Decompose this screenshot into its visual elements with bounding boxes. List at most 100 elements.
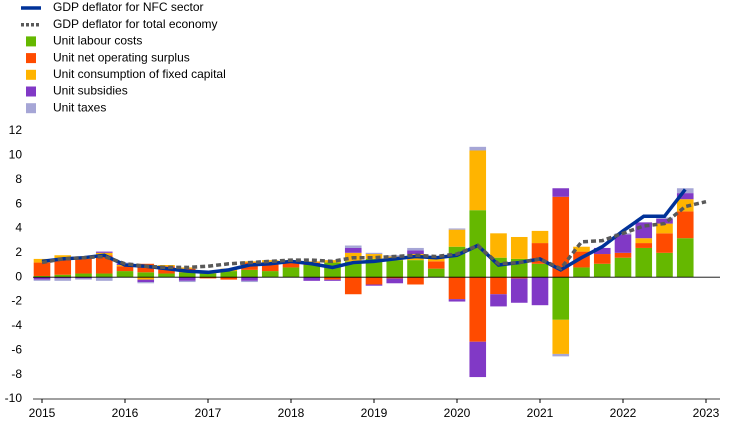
bar: [54, 278, 72, 281]
bar: [324, 279, 341, 281]
x-tick-label: 2022: [610, 406, 637, 420]
bar: [552, 188, 570, 197]
bar: [303, 261, 321, 263]
line: [41, 199, 707, 271]
bar: [261, 271, 279, 278]
bar: [95, 277, 113, 281]
bar: [33, 277, 51, 280]
x-tick-label: 2021: [527, 406, 554, 420]
x-tick-label: 2016: [112, 406, 139, 420]
bar: [178, 280, 196, 283]
bar: [75, 258, 92, 274]
legend-label: Unit taxes: [53, 100, 106, 114]
legend-label: GDP deflator for total economy: [53, 17, 218, 31]
bar: [54, 274, 72, 278]
bar: [593, 263, 611, 278]
bar: [656, 233, 673, 253]
bar: [95, 273, 113, 278]
bar: [573, 246, 590, 252]
bar: [552, 353, 570, 357]
bar: [33, 279, 51, 281]
legend-label: GDP deflator for NFC sector: [53, 0, 204, 14]
bar: [261, 260, 279, 263]
x-tick-label: 2018: [278, 406, 305, 420]
bar: [490, 277, 507, 295]
bar: [282, 267, 300, 278]
legend-label: Unit subsidies: [53, 84, 128, 98]
y-tick-label: -6: [11, 342, 22, 356]
bar: [158, 273, 175, 278]
bar: [552, 196, 570, 278]
bar: [531, 230, 549, 244]
bar: [365, 277, 383, 285]
bar: [552, 277, 570, 320]
bar: [407, 247, 424, 251]
bar: [635, 243, 653, 248]
bar: [75, 278, 92, 280]
bar: [344, 245, 362, 248]
y-tick-label: 12: [9, 123, 23, 137]
bar: [531, 277, 549, 306]
bar: [614, 234, 632, 253]
bar: [158, 265, 175, 267]
bar: [220, 277, 238, 280]
bar: [54, 258, 72, 275]
bar: [344, 247, 362, 253]
y-tick-label: 0: [15, 269, 22, 283]
bar: [407, 250, 424, 255]
bar: [199, 277, 217, 279]
bar: [33, 262, 51, 276]
bar: [241, 280, 258, 283]
bar: [95, 255, 113, 274]
bar: [552, 319, 570, 354]
legend-swatch: [26, 53, 36, 64]
bar: [407, 277, 424, 285]
bar: [469, 146, 487, 151]
x-tick-label: 2017: [195, 406, 222, 420]
bar: [635, 247, 653, 278]
bar: [469, 277, 487, 342]
bar: [282, 261, 300, 268]
legend-label: Unit labour costs: [53, 34, 142, 48]
bar: [365, 254, 383, 259]
bar: [490, 233, 507, 258]
bar: [33, 275, 51, 278]
x-tick-label: 2023: [693, 406, 720, 420]
bar: [386, 260, 404, 278]
bar: [407, 260, 424, 278]
bar: [510, 277, 528, 279]
y-tick-label: -4: [11, 318, 22, 332]
bar: [137, 277, 155, 280]
bar: [427, 257, 445, 262]
bar: [75, 273, 92, 278]
bar: [656, 217, 673, 219]
bar: [469, 341, 487, 378]
bar: [178, 277, 196, 281]
bar: [95, 251, 113, 253]
bar: [178, 272, 196, 278]
bar: [324, 277, 341, 280]
bar: [656, 223, 673, 234]
bar: [614, 257, 632, 278]
bar: [241, 277, 258, 281]
bar: [573, 267, 590, 278]
bar: [448, 277, 466, 300]
bar: [593, 254, 611, 264]
bar: [54, 255, 72, 259]
y-tick-label: -2: [11, 294, 22, 308]
bar: [344, 277, 362, 295]
x-tick-label: 2020: [444, 406, 471, 420]
bar: [676, 211, 694, 239]
bar: [199, 273, 217, 278]
y-tick-label: 4: [15, 221, 22, 235]
bar: [137, 263, 155, 273]
y-tick-label: -8: [11, 367, 22, 381]
legend-swatch: [26, 36, 36, 47]
y-tick-label: -10: [5, 391, 23, 405]
legend-label: Unit net operating surplus: [53, 50, 190, 64]
bar: [365, 284, 383, 286]
bar: [137, 272, 155, 278]
bar: [448, 229, 466, 247]
x-tick-label: 2015: [29, 406, 56, 420]
